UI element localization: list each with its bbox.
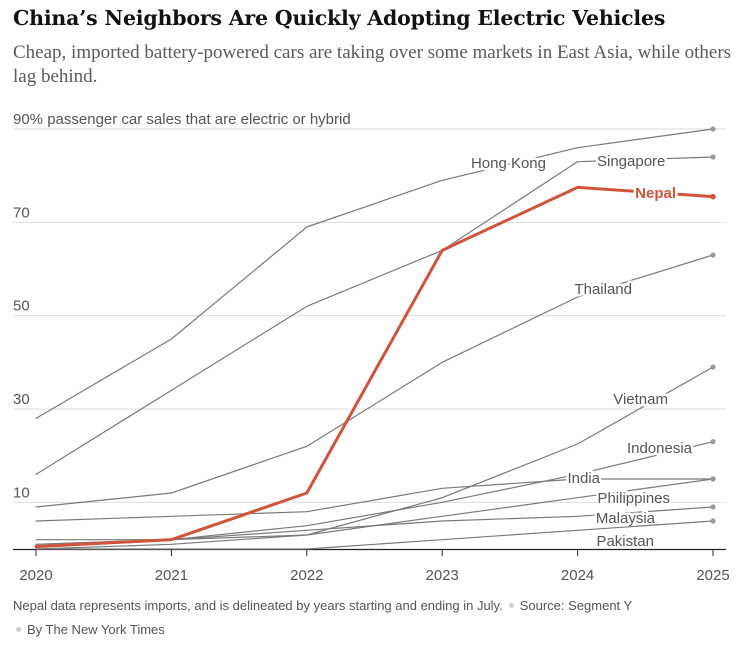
series-label-nepal: Nepal bbox=[635, 185, 676, 202]
chart-subtitle: Cheap, imported battery-powered cars are… bbox=[13, 42, 732, 87]
y-tick-label: 10 bbox=[13, 484, 30, 501]
series-label-singapore: Singapore bbox=[597, 153, 665, 170]
series-label-vietnam: Vietnam bbox=[613, 391, 668, 408]
separator-dot bbox=[508, 603, 514, 609]
byline: By The New York Times bbox=[13, 622, 165, 637]
series-line-thailand bbox=[35, 254, 714, 508]
series-label-halo: Singapore bbox=[597, 153, 665, 170]
series-label-halo: Philippines bbox=[597, 490, 670, 507]
series-line-singapore bbox=[35, 156, 714, 475]
series-label-halo: Vietnam bbox=[613, 391, 668, 408]
y-tick-label: 90% passenger car sales that are electri… bbox=[13, 111, 351, 128]
series-label-halo: Malaysia bbox=[596, 510, 656, 527]
data-point-pakistan bbox=[710, 518, 716, 524]
source-text: Source: Segment Y bbox=[519, 598, 633, 613]
footnote: Nepal data represents imports, and is de… bbox=[13, 598, 632, 613]
data-point-thailand bbox=[710, 252, 716, 258]
data-point-singapore bbox=[710, 154, 716, 160]
series-label-philippines: Philippines bbox=[597, 490, 670, 507]
footnote-text: Nepal data represents imports, and is de… bbox=[13, 598, 503, 613]
data-point-nepal bbox=[710, 193, 716, 200]
data-point-philippines bbox=[710, 476, 716, 482]
series-label-pakistan: Pakistan bbox=[596, 533, 654, 550]
credit-text: By The New York Times bbox=[27, 622, 165, 637]
chart-title: China’s Neighbors Are Quickly Adopting E… bbox=[13, 6, 666, 30]
series-line-india bbox=[35, 478, 714, 522]
x-tick-label: 2021 bbox=[155, 567, 188, 584]
data-point-vietnam bbox=[710, 364, 716, 370]
line-chart: 90% passenger car sales that are electri… bbox=[13, 111, 730, 584]
x-tick-label: 2025 bbox=[696, 567, 729, 584]
series-label-halo: Hong Kong bbox=[471, 155, 546, 172]
x-tick-label: 2023 bbox=[426, 567, 459, 584]
data-point-hong-kong bbox=[710, 126, 716, 132]
series-line-pakistan bbox=[35, 520, 714, 550]
data-point-indonesia bbox=[710, 439, 716, 445]
y-axis-label: passenger car sales that are electric or… bbox=[43, 111, 351, 128]
series-label-halo: India bbox=[567, 470, 600, 487]
series-line-vietnam bbox=[35, 366, 714, 550]
data-point-malaysia bbox=[710, 504, 716, 510]
series-label-halo: Pakistan bbox=[596, 533, 654, 550]
y-tick-label: 50 bbox=[13, 298, 30, 315]
y-tick-label: 70 bbox=[13, 204, 30, 221]
series-label-halo: Thailand bbox=[574, 281, 632, 298]
series-line-hong-kong bbox=[35, 128, 714, 419]
x-tick-label: 2024 bbox=[561, 567, 594, 584]
series-label-malaysia: Malaysia bbox=[596, 510, 656, 527]
series-label-indonesia: Indonesia bbox=[627, 440, 693, 457]
y-tick-label: 30 bbox=[13, 391, 30, 408]
x-tick-label: 2022 bbox=[290, 567, 323, 584]
series-label-thailand: Thailand bbox=[574, 281, 632, 298]
separator-dot bbox=[16, 627, 21, 633]
series-line-nepal bbox=[34, 185, 715, 549]
series-label-halo: Indonesia bbox=[627, 440, 693, 457]
series-label-halo: Nepal bbox=[635, 185, 676, 202]
x-tick-label: 2020 bbox=[19, 567, 52, 584]
series-label-hong-kong: Hong Kong bbox=[471, 155, 546, 172]
series-label-india: India bbox=[567, 470, 600, 487]
